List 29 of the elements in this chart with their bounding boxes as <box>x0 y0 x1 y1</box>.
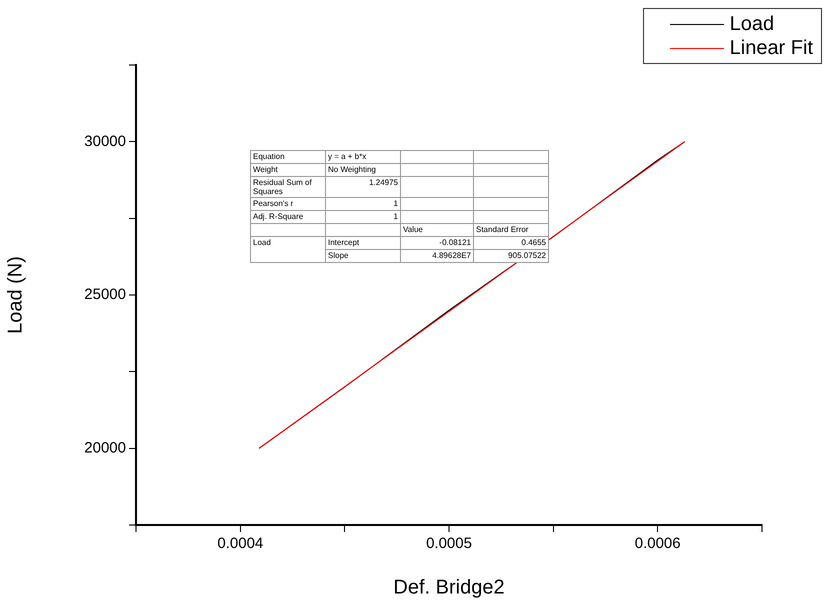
annotation: Weight <box>250 164 326 176</box>
annotation: Equation <box>250 150 326 164</box>
y-tick-label: 25000 <box>84 286 126 304</box>
annotation: Load <box>250 236 326 262</box>
annotation: Value <box>400 224 474 236</box>
legend-label: Load <box>730 12 774 36</box>
legend-label: Linear Fit <box>730 36 813 60</box>
y-tick-label: 30000 <box>84 132 126 150</box>
annotation: 1.24975 <box>326 176 400 198</box>
annotation: 0.4655 <box>474 236 548 250</box>
annotation: 4.89628E7 <box>400 250 474 262</box>
annotation: Standard Error <box>474 224 548 236</box>
x-tick-label: 0.0004 <box>217 535 264 552</box>
annotation: Slope <box>326 250 400 262</box>
y-axis-title: Load (N) <box>4 256 27 334</box>
x-axis-title: Def. Bridge2 <box>393 576 505 599</box>
x-tick-label: 0.0005 <box>426 535 472 552</box>
x-tick-label: 0.0006 <box>634 535 681 552</box>
annotation: Pearson's r <box>250 198 326 210</box>
annotation: 1 <box>326 210 400 224</box>
annotation: -0.08121 <box>400 236 474 250</box>
annotation: 905.07522 <box>474 250 548 262</box>
annotation: Residual Sum of Squares <box>250 176 326 198</box>
annotation: Intercept <box>326 236 400 250</box>
annotation: 1 <box>326 198 400 210</box>
annotation: Adj. R-Square <box>250 210 326 224</box>
annotation: No Weighting <box>326 164 400 176</box>
annotation: y = a + b*x <box>326 150 400 164</box>
y-tick-label: 20000 <box>84 439 126 456</box>
